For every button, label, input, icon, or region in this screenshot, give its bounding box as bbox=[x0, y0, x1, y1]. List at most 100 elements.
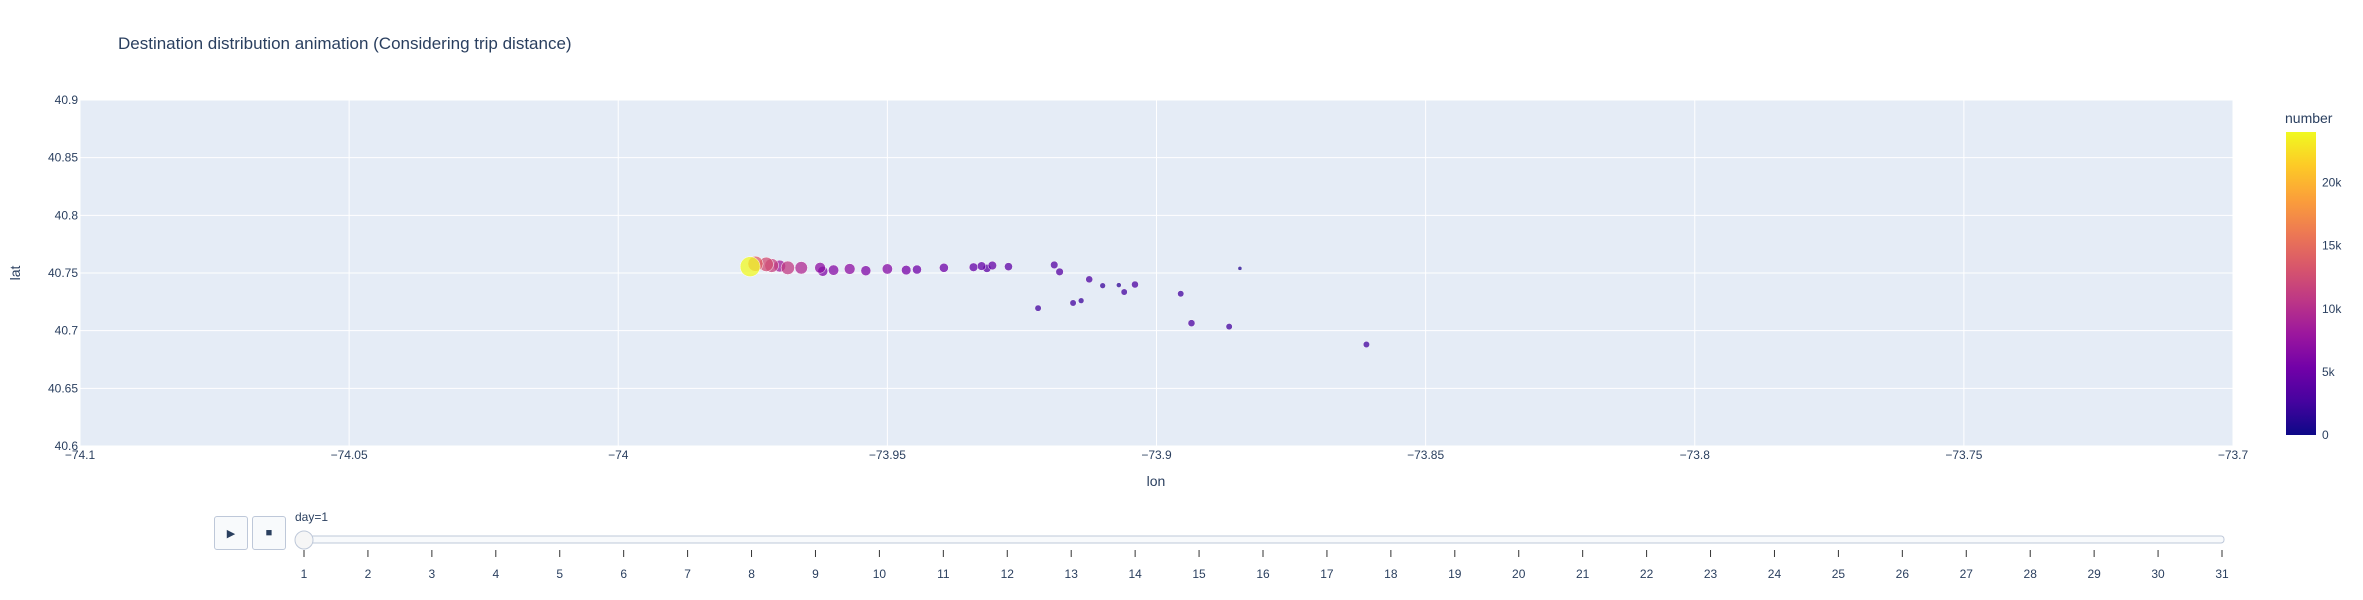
slider-step-label: 29 bbox=[2087, 567, 2101, 581]
animation-slider[interactable] bbox=[294, 530, 2225, 550]
x-tick-label: −74 bbox=[608, 448, 629, 462]
slider-step-label: 3 bbox=[429, 567, 436, 581]
data-point bbox=[1004, 262, 1013, 271]
slider-rail[interactable] bbox=[301, 535, 2225, 544]
data-point bbox=[1069, 299, 1077, 307]
slider-step-label: 7 bbox=[684, 567, 691, 581]
colorbar bbox=[2286, 132, 2316, 435]
slider-step-label: 1 bbox=[301, 567, 308, 581]
slider-step-label: 14 bbox=[1128, 567, 1142, 581]
data-point bbox=[939, 263, 949, 273]
slider-step-label: 23 bbox=[1704, 567, 1718, 581]
slider-step-label: 15 bbox=[1192, 567, 1206, 581]
data-point bbox=[1085, 275, 1094, 284]
data-point bbox=[814, 262, 826, 274]
data-point bbox=[1050, 260, 1059, 269]
slider-step-label: 6 bbox=[620, 567, 627, 581]
data-point bbox=[901, 265, 912, 276]
slider-handle[interactable] bbox=[294, 530, 314, 550]
data-point bbox=[828, 264, 839, 276]
data-point bbox=[1237, 266, 1243, 271]
data-point bbox=[968, 262, 979, 272]
chart-title: Destination distribution animation (Cons… bbox=[118, 34, 572, 53]
data-point bbox=[976, 261, 987, 271]
data-point bbox=[780, 260, 795, 275]
y-tick-label: 40.7 bbox=[55, 324, 79, 338]
slider-step-label: 12 bbox=[1001, 567, 1015, 581]
colorbar-tick-label: 0 bbox=[2322, 428, 2329, 442]
stop-button[interactable]: ■ bbox=[252, 516, 286, 550]
slider-step-label: 28 bbox=[2024, 567, 2038, 581]
slider-step-label: 18 bbox=[1384, 567, 1398, 581]
y-tick-label: 40.85 bbox=[48, 151, 78, 165]
x-tick-label: −73.75 bbox=[1945, 448, 1982, 462]
data-point bbox=[844, 263, 856, 275]
colorbar-title: number bbox=[2285, 110, 2333, 126]
data-point bbox=[860, 265, 872, 276]
slider-current-label: day=1 bbox=[295, 510, 329, 524]
y-tick-label: 40.65 bbox=[48, 381, 78, 395]
data-point bbox=[1078, 297, 1085, 304]
data-point bbox=[1177, 290, 1185, 298]
data-point bbox=[1034, 304, 1042, 312]
x-tick-label: −73.8 bbox=[1680, 448, 1711, 462]
slider-step-label: 13 bbox=[1065, 567, 1079, 581]
slider-step-label: 10 bbox=[873, 567, 887, 581]
x-axis-title: lon bbox=[1147, 473, 1166, 489]
y-axis-ticks: 40.6 40.65 40.7 40.75 40.8 40.85 40.9 bbox=[48, 93, 78, 453]
x-tick-label: −74.05 bbox=[331, 448, 368, 462]
slider-step-label: 26 bbox=[1896, 567, 1910, 581]
slider-step-label: 4 bbox=[492, 567, 499, 581]
slider-steps: 1 2 3 4 5 6 7 8 9 10 11 12 13 14 15 16 17 18 19 20 21 22 23 24 2… bbox=[301, 550, 2229, 581]
slider-step-label: 5 bbox=[556, 567, 563, 581]
slider-step-label: 9 bbox=[812, 567, 819, 581]
slider-step-label: 8 bbox=[748, 567, 755, 581]
data-point bbox=[1120, 288, 1128, 296]
stop-icon: ■ bbox=[265, 527, 273, 539]
colorbar-tick-label: 20k bbox=[2322, 176, 2342, 190]
x-tick-label: −73.7 bbox=[2218, 448, 2249, 462]
grid-lines bbox=[79, 99, 2234, 447]
x-tick-label: −74.1 bbox=[65, 448, 96, 462]
data-point bbox=[881, 263, 893, 275]
data-point bbox=[1116, 282, 1122, 288]
colorbar-tick-label: 5k bbox=[2322, 365, 2336, 379]
y-tick-label: 40.9 bbox=[55, 93, 79, 107]
slider-step-label: 2 bbox=[365, 567, 372, 581]
data-point bbox=[1187, 319, 1196, 327]
slider-step-label: 19 bbox=[1448, 567, 1462, 581]
data-point bbox=[1099, 282, 1106, 289]
data-point bbox=[1055, 267, 1064, 276]
colorbar-tick-label: 15k bbox=[2322, 239, 2342, 253]
slider-step-label: 22 bbox=[1640, 567, 1654, 581]
data-points bbox=[739, 255, 1370, 348]
colorbar-tick-label: 10k bbox=[2322, 302, 2342, 316]
x-tick-label: −73.95 bbox=[869, 448, 906, 462]
y-axis-title: lat bbox=[7, 266, 23, 281]
play-button[interactable]: ▶ bbox=[214, 516, 248, 550]
slider-step-label: 16 bbox=[1256, 567, 1270, 581]
slider-step-label: 21 bbox=[1576, 567, 1590, 581]
data-point bbox=[912, 264, 922, 275]
slider-step-label: 17 bbox=[1320, 567, 1334, 581]
data-point bbox=[794, 261, 808, 275]
slider-step-label: 30 bbox=[2151, 567, 2165, 581]
slider-step-label: 11 bbox=[937, 567, 950, 581]
y-tick-label: 40.75 bbox=[48, 266, 78, 280]
y-tick-label: 40.6 bbox=[55, 439, 79, 453]
y-tick-label: 40.8 bbox=[55, 208, 79, 222]
slider-step-label: 24 bbox=[1768, 567, 1782, 581]
x-tick-label: −73.9 bbox=[1141, 448, 1172, 462]
data-point bbox=[987, 260, 997, 271]
data-point bbox=[1362, 341, 1370, 348]
colorbar-ticks: 0 5k 10k 15k 20k bbox=[2322, 176, 2342, 443]
data-point bbox=[1131, 280, 1139, 289]
slider-step-label: 31 bbox=[2215, 567, 2229, 581]
play-icon: ▶ bbox=[226, 527, 236, 540]
slider-step-label: 27 bbox=[1960, 567, 1974, 581]
slider-step-label: 20 bbox=[1512, 567, 1526, 581]
data-point bbox=[739, 256, 761, 277]
x-tick-label: −73.85 bbox=[1407, 448, 1444, 462]
slider-step-label: 25 bbox=[1832, 567, 1846, 581]
